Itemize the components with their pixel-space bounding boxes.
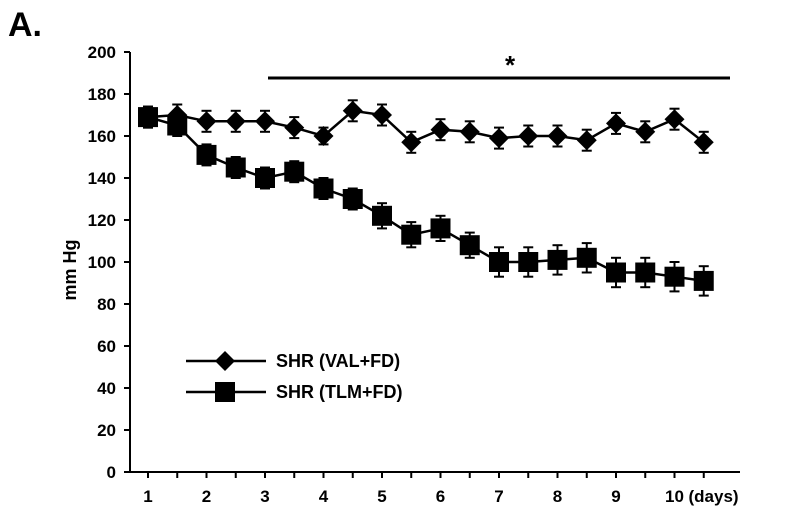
data-point (459, 121, 480, 142)
data-point (313, 178, 334, 199)
data-point (196, 144, 217, 165)
data-point (606, 262, 626, 283)
data-point (635, 121, 656, 142)
data-point (489, 128, 509, 149)
data-point (225, 111, 246, 132)
y-tick-label: 160 (88, 127, 116, 146)
legend-marker (215, 382, 235, 402)
y-tick-label: 80 (97, 295, 116, 314)
data-point (576, 130, 597, 151)
y-tick-label: 120 (88, 211, 116, 230)
y-tick-label: 0 (107, 463, 116, 482)
y-tick-label: 180 (88, 85, 116, 104)
y-tick-label: 200 (88, 43, 116, 62)
data-point (693, 132, 714, 153)
x-tick-label: 1 (143, 487, 152, 506)
data-point (167, 105, 188, 125)
y-axis-title: mm Hg (60, 239, 80, 300)
significance-star: * (505, 50, 516, 80)
data-point (664, 109, 685, 130)
data-point (313, 126, 334, 146)
data-point (693, 270, 714, 291)
x-tick-label: 4 (319, 487, 329, 506)
panel-label: A. (8, 6, 42, 44)
data-point (284, 161, 305, 182)
series-square (138, 105, 714, 297)
data-point (576, 247, 597, 268)
data-point (635, 262, 656, 283)
x-tick-label: 5 (377, 487, 386, 506)
series-layer (138, 99, 714, 297)
data-point (196, 111, 217, 132)
axes: 0 20 40 60 80 100 120 140 160 180 200 1 2 3 4 5 6 7 8 9 10 (d… (88, 43, 740, 506)
data-point (518, 252, 539, 272)
y-tick-label: 100 (88, 253, 116, 272)
x-tick-label: 10 (665, 487, 684, 506)
x-tick-label: 6 (436, 487, 445, 506)
data-point (547, 249, 568, 270)
data-point (401, 132, 422, 153)
legend-label: SHR (TLM+FD) (276, 382, 402, 402)
y-tick-label: 60 (97, 337, 116, 356)
data-point (255, 111, 275, 132)
x-tick-label: 9 (611, 487, 620, 506)
data-point (372, 205, 392, 226)
y-axis-title-group: mm Hg (60, 239, 80, 300)
x-unit-label: (days) (689, 487, 739, 506)
series-diamond (138, 99, 714, 154)
data-point (401, 224, 422, 245)
series-line (147, 115, 704, 283)
x-tick-label: 7 (494, 487, 503, 506)
data-point (138, 107, 158, 128)
data-point (255, 168, 275, 188)
data-point (489, 252, 509, 272)
y-tick-label: 140 (88, 169, 116, 188)
data-point (664, 266, 685, 287)
data-point (606, 113, 626, 134)
y-tick-label: 40 (97, 379, 116, 398)
legend-label: SHR (VAL+FD) (276, 351, 400, 371)
data-point (342, 100, 363, 121)
data-point (547, 126, 568, 146)
data-point (518, 126, 539, 146)
x-tick-label: 3 (260, 487, 269, 506)
legend: SHR (VAL+FD) SHR (TLM+FD) (186, 351, 402, 402)
significance-group: * (268, 50, 730, 80)
legend-marker (215, 351, 235, 371)
x-tick-label: 2 (202, 487, 211, 506)
y-tick-label: 20 (97, 421, 116, 440)
data-point (342, 189, 363, 209)
data-point (372, 105, 392, 125)
data-point (459, 235, 480, 256)
data-point (430, 119, 451, 140)
data-point (430, 218, 451, 239)
data-point (225, 157, 246, 178)
x-tick-label: 8 (553, 487, 562, 506)
data-point (284, 117, 305, 138)
